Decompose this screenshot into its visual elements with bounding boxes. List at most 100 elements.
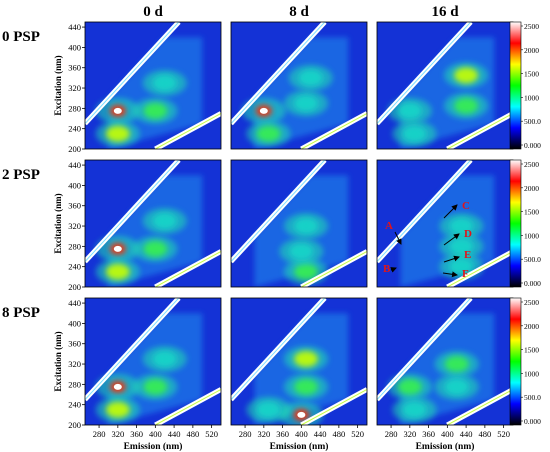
peak-hotspot — [259, 107, 268, 114]
colorbar-1 — [509, 159, 523, 288]
annotation-arrow — [390, 267, 397, 273]
y-tick-label: 240 — [68, 262, 81, 272]
x-tick-label: 480 — [186, 429, 199, 439]
colorbar-tick-label: 1000 — [524, 93, 539, 102]
y-tick-label: 280 — [68, 103, 81, 113]
colorbar-0 — [509, 21, 523, 150]
y-axis-label: Excitation (nm) — [53, 193, 63, 253]
column-header-2: 16 d — [431, 4, 459, 20]
colorbar-tick-label: 1000 — [524, 369, 539, 378]
annotation-label: B — [383, 263, 391, 275]
panel-0-0 — [82, 21, 222, 150]
panel-1-2 — [376, 159, 514, 288]
colorbar-tick-label: 1500 — [524, 346, 539, 355]
colorbar-tick-label: 500.0 — [524, 393, 541, 402]
colorbar-tick-label: 2000 — [524, 46, 539, 55]
peak-hotspot — [113, 107, 122, 114]
x-tick-label: 520 — [351, 429, 364, 439]
annotation-arrow — [443, 233, 460, 246]
colorbar-tick-label: 0.000 — [524, 141, 541, 150]
peak-3 — [298, 69, 323, 86]
y-tick-label: 200 — [68, 144, 81, 154]
annotation-label: A — [385, 220, 393, 232]
y-tick-label: 440 — [68, 298, 81, 308]
x-tick-label: 480 — [332, 429, 345, 439]
peak-0 — [444, 356, 469, 373]
panel-0-2 — [376, 21, 514, 150]
x-tick-label: 320 — [403, 429, 416, 439]
y-tick-label: 440 — [68, 22, 81, 32]
colorbar-2 — [509, 297, 523, 426]
y-tick-label: 240 — [68, 124, 81, 134]
panel-1-1 — [230, 159, 368, 288]
x-tick-label: 440 — [314, 429, 327, 439]
annotation-label: F — [462, 268, 469, 280]
peak-hotspot — [297, 411, 306, 418]
peak-1 — [256, 125, 281, 142]
colorbar-tick-label: 2000 — [524, 184, 539, 193]
peak-1 — [449, 238, 474, 255]
x-tick-label: 280 — [93, 429, 106, 439]
colorbar-tick-label: 500.0 — [524, 117, 541, 126]
colorbar-tick-label: 0.000 — [524, 417, 541, 426]
peak-3 — [402, 401, 427, 418]
panel-2-1 — [230, 297, 368, 428]
peak-0 — [449, 218, 474, 235]
peak-2 — [143, 102, 168, 119]
y-axis-label: Excitation (nm) — [53, 55, 63, 115]
annotation-label: D — [464, 228, 472, 240]
annotation-arrow — [442, 271, 458, 278]
panel-0-1 — [230, 21, 368, 150]
x-tick-label: 320 — [111, 429, 124, 439]
x-tick-label: 360 — [276, 429, 289, 439]
y-tick-label: 320 — [68, 221, 81, 231]
peak-2 — [294, 95, 319, 112]
peak-3 — [152, 350, 177, 367]
x-tick-label: 280 — [239, 429, 252, 439]
colorbar-tick-label: 2000 — [524, 322, 539, 331]
row-header-0: 0 PSP — [2, 29, 40, 45]
annotation-arrow — [443, 255, 460, 263]
x-tick-label: 520 — [205, 429, 218, 439]
peak-2 — [143, 378, 168, 395]
column-header-1: 8 d — [289, 4, 309, 20]
panel-2-0 — [82, 297, 222, 428]
annotation-label: E — [464, 249, 471, 261]
colorbar-tick-label: 2500 — [524, 22, 539, 31]
peak-0 — [294, 350, 319, 367]
x-axis-label: Emission (nm) — [124, 441, 183, 452]
peak-2 — [397, 378, 422, 395]
column-header-0: 0 d — [143, 4, 163, 20]
peak-hotspot — [113, 383, 122, 390]
peak-1 — [105, 401, 130, 418]
x-tick-label: 400 — [295, 429, 308, 439]
peak-0 — [294, 218, 319, 235]
y-tick-label: 280 — [68, 379, 81, 389]
peak-2 — [397, 102, 422, 119]
colorbar-tick-label: 500.0 — [524, 255, 541, 264]
panel-1-0 — [82, 159, 222, 288]
y-tick-label: 280 — [68, 241, 81, 251]
peak-2 — [449, 258, 474, 275]
y-axis-label: Excitation (nm) — [53, 331, 63, 391]
row-header-2: 8 PSP — [2, 305, 40, 321]
peak-1 — [454, 97, 479, 114]
peak-3 — [152, 212, 177, 229]
y-tick-label: 360 — [68, 339, 81, 349]
peak-0 — [454, 67, 479, 84]
colorbar-tick-label: 0.000 — [524, 279, 541, 288]
x-tick-label: 360 — [422, 429, 435, 439]
x-tick-label: 520 — [497, 429, 510, 439]
colorbar-tick-label: 2500 — [524, 298, 539, 307]
peak-hotspot — [113, 245, 122, 252]
colorbar-tick-label: 1500 — [524, 70, 539, 79]
annotation-label: C — [462, 200, 470, 212]
y-tick-label: 320 — [68, 83, 81, 93]
peak-1 — [105, 125, 130, 142]
y-tick-label: 240 — [68, 400, 81, 410]
peak-2 — [143, 240, 168, 257]
y-tick-label: 400 — [68, 318, 81, 328]
x-tick-label: 480 — [478, 429, 491, 439]
